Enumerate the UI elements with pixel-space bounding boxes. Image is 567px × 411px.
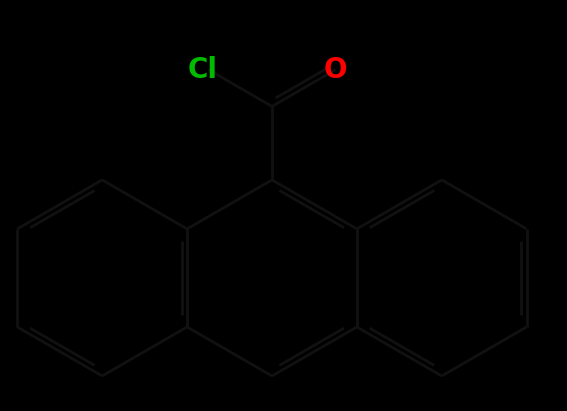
Text: Cl: Cl: [188, 55, 218, 83]
Text: O: O: [324, 55, 348, 83]
